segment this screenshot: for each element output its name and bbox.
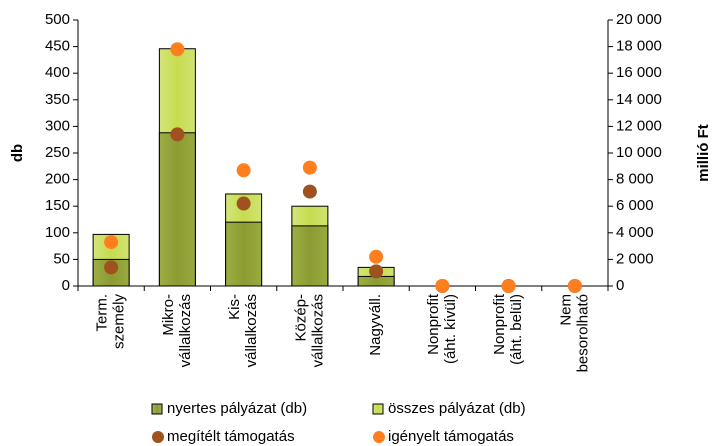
y2-tick-label: 4 000 [616,224,654,241]
x-tick-label: Nagyváll. [367,294,384,356]
legend-label: igényelt támogatás [388,428,514,445]
dot [369,264,384,279]
y-tick-label: 250 [45,144,70,161]
y-tick-label: 400 [45,64,70,81]
dot [104,235,119,250]
legend-swatch [151,403,163,415]
dot [236,196,251,211]
dot [170,42,185,57]
y2-tick-label: 14 000 [616,91,662,108]
y2-tick-label: 8 000 [616,171,654,188]
y-tick-label: 500 [45,11,70,28]
y-tick-label: 150 [45,197,70,214]
legend-swatch [152,431,164,443]
dot [104,260,119,275]
dot [170,127,185,142]
legend-label: megítélt támogatás [167,428,295,445]
y2-tick-label: 2 000 [616,250,654,267]
dot [302,160,317,175]
legend-label: összes pályázat (db) [388,400,526,417]
x-tick-label: Term.személy [94,294,128,350]
y-tick-label: 200 [45,171,70,188]
y2-tick-label: 6 000 [616,197,654,214]
x-tick-label: Közép-vállalkozás [292,294,326,367]
y2-tick-label: 10 000 [616,144,662,161]
y-axis-title: db [9,144,26,162]
dot [501,279,516,293]
dot [302,184,317,199]
y2-tick-label: 12 000 [616,117,662,134]
legend-swatch [372,403,384,415]
bar [158,132,196,287]
y-tick-label: 50 [53,250,70,267]
y2-tick-label: 16 000 [616,64,662,81]
y2-tick-label: 0 [616,277,624,294]
x-tick-label: Nonprofit(áht. belül) [491,293,525,365]
y2-tick-label: 20 000 [616,11,662,28]
y2-tick-label: 18 000 [616,38,662,55]
y2-axis-title: millió Ft [695,124,712,182]
bar [291,225,329,287]
legend-swatch [373,431,385,443]
x-tick-label: Mikro-vállalkozás [160,294,194,367]
dot [236,163,251,178]
x-tick-label: Kis-vállalkozás [226,294,260,367]
y-tick-label: 450 [45,38,70,55]
y-tick-label: 100 [45,224,70,241]
dot [369,249,384,264]
y-tick-label: 300 [45,117,70,134]
y-tick-label: 350 [45,91,70,108]
legend-label: nyertes pályázat (db) [167,400,307,417]
dot [567,279,582,293]
x-tick-label: Nonprofit(áht. kívül) [425,293,459,364]
dot [435,279,450,293]
y-tick-label: 0 [62,277,70,294]
x-tick-label: Nembesorolható [557,294,591,372]
bar [225,221,263,287]
